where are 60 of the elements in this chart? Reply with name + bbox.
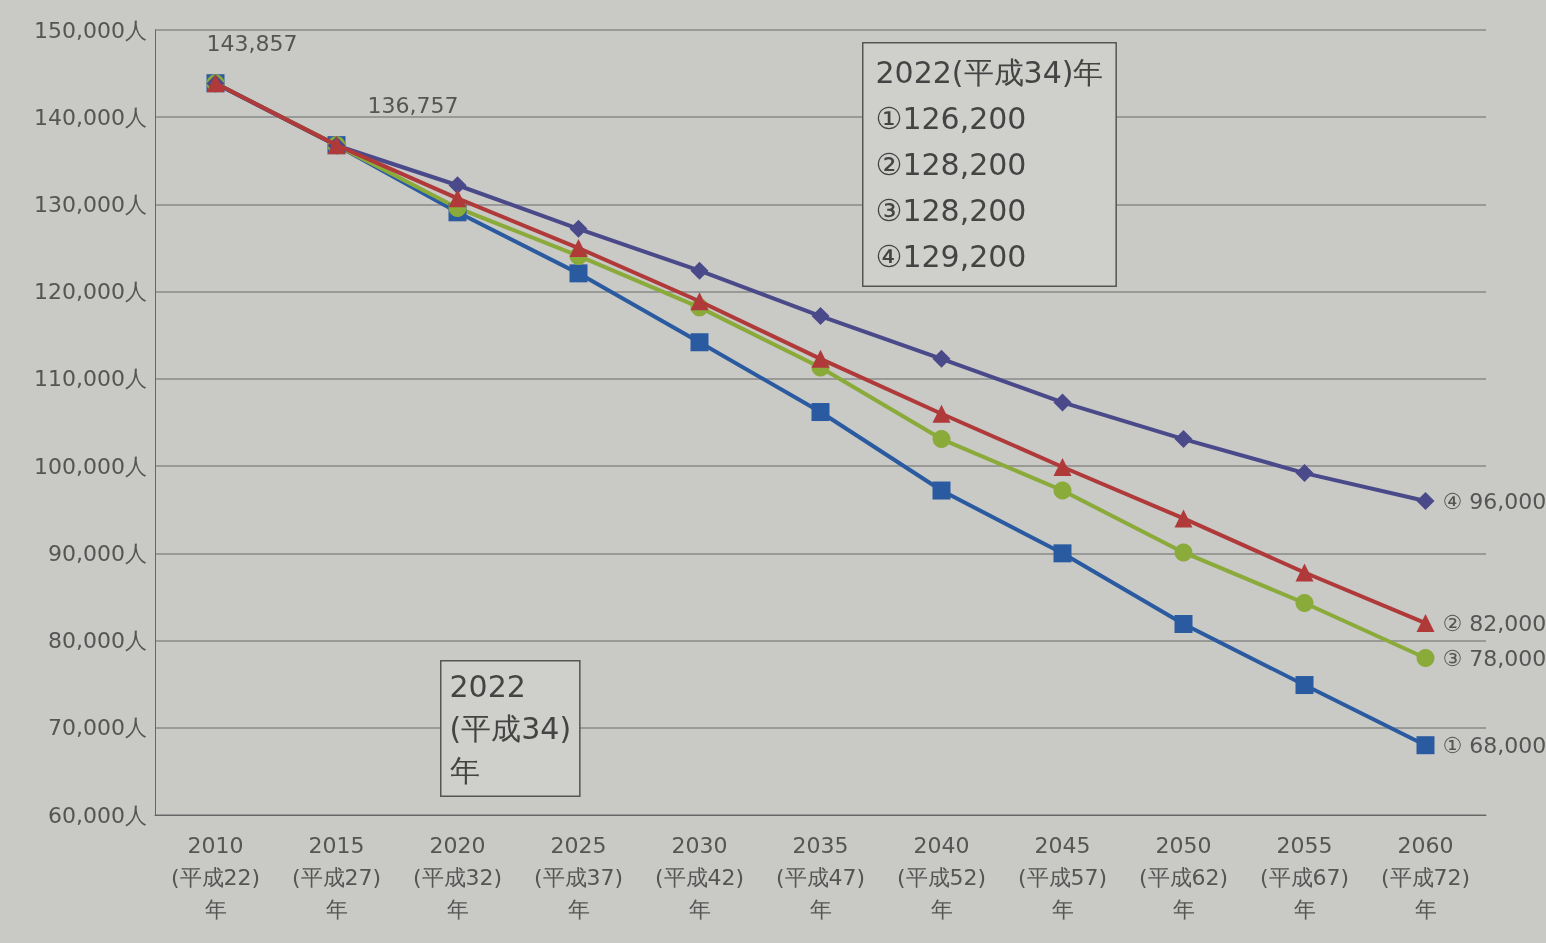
y-tick-label: 150,000人 (34, 17, 147, 43)
point (569, 239, 588, 258)
x-tick-label: 2035 (平成47) 年 (775, 832, 866, 922)
x-tick-label: 2020 (平成32) 年 (412, 832, 503, 922)
point (811, 403, 830, 422)
annotation: 2022 (平成34) 年 (449, 669, 572, 788)
point (932, 481, 951, 500)
point (1416, 492, 1435, 510)
y-tick-label: 60,000人 (48, 802, 147, 828)
x-tick-label: 2060 (平成72) 年 (1380, 832, 1471, 922)
point (690, 261, 709, 280)
y-tick-label: 110,000人 (34, 366, 147, 392)
point (1053, 457, 1072, 476)
y-tick-label: 120,000人 (34, 279, 147, 305)
x-tick-label: 2010 (平成22) 年 (170, 832, 261, 922)
x-tick-label: 2050 (平成62) 年 (1138, 832, 1229, 922)
point (448, 189, 467, 208)
point (932, 430, 951, 449)
annotation: 2022(平成34)年 ①126,200 ②128,200 ③128,200 ④129,200 (875, 55, 1104, 274)
data-label: 143,857 (206, 31, 298, 57)
point (569, 219, 588, 238)
x-tick-label: 2025 (平成37) 年 (533, 832, 624, 922)
point (1053, 393, 1072, 412)
point (1295, 563, 1314, 582)
point (932, 349, 951, 368)
point (1295, 594, 1314, 613)
x-tick-label: 2040 (平成52) 年 (896, 832, 987, 922)
y-tick-label: 140,000人 (34, 104, 147, 130)
x-tick-label: 2045 (平成57) 年 (1017, 832, 1108, 922)
point (569, 264, 588, 283)
point (1174, 430, 1193, 449)
data-label: ② 82,000 (1442, 610, 1546, 636)
point (1174, 543, 1193, 562)
data-label: 136,757 (367, 93, 459, 119)
x-tick-label: 2055 (平成67) 年 (1259, 832, 1350, 922)
point (1053, 544, 1072, 563)
y-tick-label: 80,000人 (48, 628, 147, 654)
point (1174, 614, 1193, 633)
point (690, 333, 709, 352)
data-label: ① 68,000 (1442, 732, 1546, 758)
point (448, 176, 467, 195)
point (811, 307, 830, 326)
x-tick-label: 2015 (平成27) 年 (291, 832, 382, 922)
point (1295, 676, 1314, 695)
data-label: ④ 96,000 (1442, 488, 1546, 514)
point (1416, 736, 1435, 755)
data-label: ③ 78,000 (1442, 645, 1546, 671)
y-tick-label: 130,000人 (34, 191, 147, 217)
point (932, 404, 951, 423)
y-tick-label: 70,000人 (48, 715, 147, 741)
point (1174, 509, 1193, 528)
point (811, 349, 830, 368)
x-tick-label: 2030 (平成42) 年 (654, 832, 745, 922)
y-tick-label: 90,000人 (48, 540, 147, 566)
point (1053, 481, 1072, 500)
y-tick-label: 100,000人 (34, 453, 147, 479)
point (1416, 649, 1435, 667)
point (1295, 464, 1314, 483)
point (690, 292, 709, 311)
point (1416, 614, 1435, 633)
